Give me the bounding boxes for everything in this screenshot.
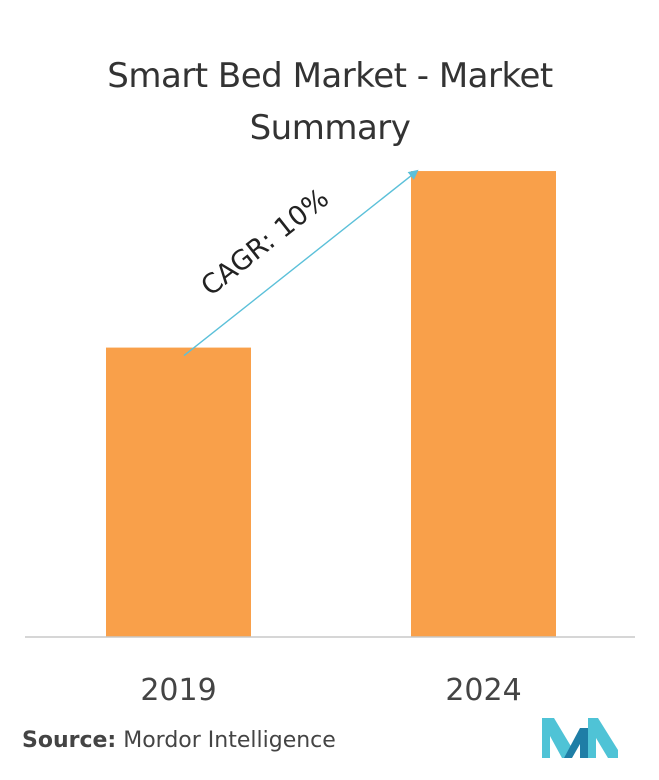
bar-2024 [411,171,556,637]
source-note: Source: Mordor Intelligence [22,728,336,753]
chart-title: Smart Bed Market - Market Summary [107,56,553,148]
cagr-label: CAGR: 10% [195,183,335,303]
x-tick-label-2019: 2019 [140,673,216,708]
mordor-logo-icon [542,718,618,758]
bar-2019 [106,347,251,637]
source-label: Source: [22,728,117,753]
cagr-arrow [183,169,419,357]
source-text: Mordor Intelligence [123,728,336,753]
x-tick-label-2024: 2024 [445,673,521,708]
